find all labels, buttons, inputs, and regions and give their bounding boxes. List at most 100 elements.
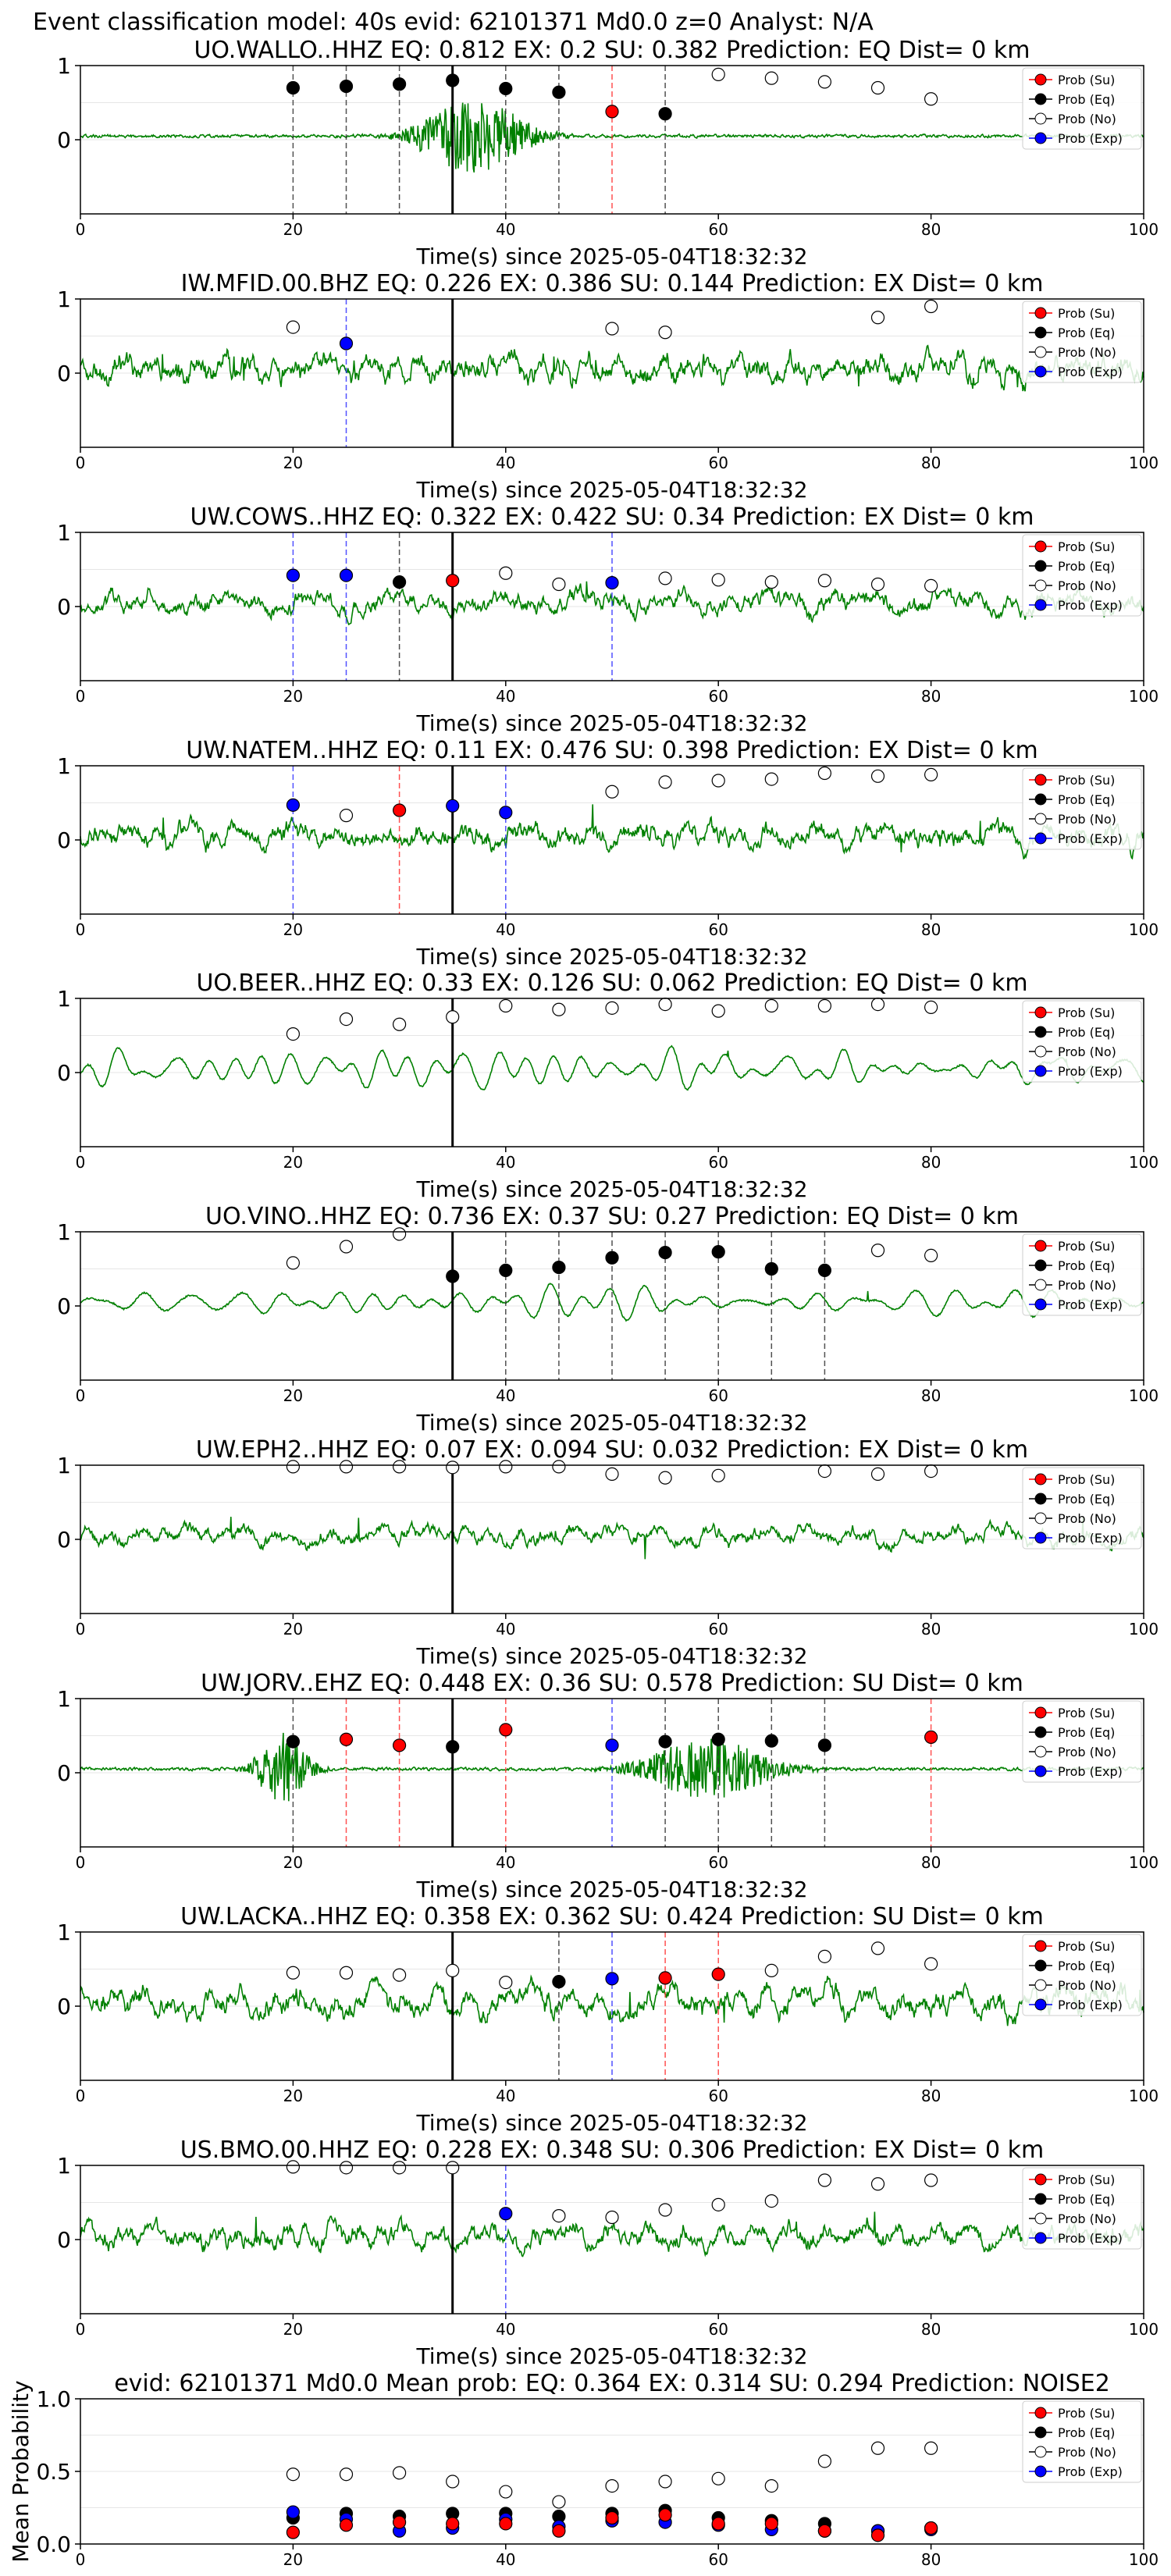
legend-label: Prob (Exp) (1058, 1297, 1123, 1312)
legend-marker (1034, 1279, 1047, 1291)
prob-marker-eq (446, 1740, 460, 1754)
panel-5: UO.VINO..HHZ EQ: 0.736 EX: 0.37 SU: 0.27… (57, 1203, 1159, 1436)
legend-label: Prob (No) (1058, 1278, 1116, 1293)
prob-marker-no (764, 575, 778, 589)
legend-marker (1034, 832, 1047, 845)
prob-marker-su (339, 1732, 354, 1746)
y-tick-label: 1 (57, 53, 71, 79)
legend-box (1022, 767, 1142, 850)
x-tick-label: 60 (708, 454, 728, 472)
x-tick-label: 20 (283, 687, 303, 706)
legend-label: Prob (Exp) (1058, 1764, 1123, 1779)
prob-marker-no (286, 320, 300, 334)
prob-marker-no (658, 326, 672, 340)
mean-marker-no (658, 2475, 672, 2489)
prob-marker-no (605, 1001, 619, 1015)
legend-marker (1034, 2465, 1047, 2478)
x-axis-label: Time(s) since 2025-05-04T18:32:32 (415, 477, 807, 503)
legend-box (1022, 2167, 1142, 2250)
legend-marker (1034, 1026, 1047, 1038)
legend-label: Prob (No) (1058, 578, 1116, 593)
prob-marker-no (446, 1010, 460, 1024)
prob-marker-no (924, 578, 938, 593)
prob-marker-no (870, 2177, 885, 2191)
panel-title: UW.JORV..EHZ EQ: 0.448 EX: 0.36 SU: 0.57… (201, 1670, 1023, 1697)
legend-label: Prob (Eq) (1058, 1959, 1115, 1973)
legend-label: Prob (Exp) (1058, 1064, 1123, 1079)
panel-0: UO.WALLO..HHZ EQ: 0.812 EX: 0.2 SU: 0.38… (57, 37, 1159, 269)
panel-10: evid: 62101371 Md0.0 Mean prob: EQ: 0.36… (8, 2370, 1159, 2569)
waveform-trace (80, 1044, 1144, 1091)
prob-marker-no (499, 1460, 513, 1474)
prob-marker-no (870, 1467, 885, 1482)
legend-marker (1034, 599, 1047, 611)
legend-label: Prob (Eq) (1058, 559, 1115, 574)
legend-marker (1034, 1045, 1047, 1058)
y-tick-label: 1 (57, 1219, 71, 1245)
legend-box (1022, 534, 1142, 617)
prob-marker-no (764, 998, 778, 1013)
legend-marker (1034, 1726, 1047, 1738)
prob-marker-no (764, 772, 778, 786)
prob-marker-no (446, 1461, 460, 1475)
legend-marker (1034, 1979, 1047, 1991)
legend-label: Prob (Su) (1058, 1472, 1115, 1487)
x-tick-label: 100 (1129, 1620, 1159, 1638)
prob-marker-exp (605, 575, 619, 590)
x-tick-label: 100 (1129, 687, 1159, 706)
y-tick-label: 0 (57, 594, 71, 620)
x-tick-label: 80 (921, 220, 941, 239)
legend-marker (1034, 2212, 1047, 2225)
prob-marker-su (499, 1723, 513, 1737)
prob-marker-no (658, 997, 672, 1012)
legend-marker (1034, 307, 1047, 319)
prob-marker-eq (658, 1735, 672, 1749)
legend-marker (1034, 1532, 1047, 1544)
mean-marker-su (924, 2521, 938, 2535)
prob-marker-no (870, 1941, 885, 1955)
legend-label: Prob (Eq) (1058, 1725, 1115, 1740)
prob-marker-no (711, 1468, 725, 1482)
legend-marker (1034, 2446, 1047, 2458)
legend-marker (1034, 1473, 1047, 1485)
legend-marker (1034, 2232, 1047, 2244)
prob-marker-no (870, 311, 885, 325)
legend-label: Prob (Su) (1058, 773, 1115, 788)
legend-marker (1034, 1512, 1047, 1525)
x-tick-label: 60 (708, 2550, 728, 2569)
mean-marker-su (552, 2524, 566, 2538)
y-tick-label: 1 (57, 753, 71, 779)
prob-marker-no (552, 1002, 566, 1016)
legend-marker (1034, 774, 1047, 786)
mean-marker-no (446, 2475, 460, 2489)
x-tick-label: 20 (283, 2320, 303, 2339)
legend-label: Prob (No) (1058, 112, 1116, 126)
x-tick-label: 0 (76, 920, 86, 939)
prob-marker-no (552, 1460, 566, 1474)
y-tick-label: 0 (57, 827, 71, 853)
mean-marker-no (711, 2471, 725, 2485)
panel-3: UW.NATEM..HHZ EQ: 0.11 EX: 0.476 SU: 0.3… (57, 737, 1159, 970)
legend-label: Prob (Su) (1058, 1706, 1115, 1720)
legend-label: Prob (Su) (1058, 1005, 1115, 1020)
legend-label: Prob (Exp) (1058, 598, 1123, 613)
x-axis-label: Time(s) since 2025-05-04T18:32:32 (415, 1643, 807, 1669)
x-tick-label: 80 (921, 2320, 941, 2339)
x-tick-label: 80 (921, 1386, 941, 1405)
legend-label: Prob (No) (1058, 2445, 1116, 2460)
y-tick-label: 0 (57, 1060, 71, 1086)
panel-6: UW.EPH2..HHZ EQ: 0.07 EX: 0.094 SU: 0.03… (57, 1436, 1159, 1669)
prob-marker-no (870, 577, 885, 592)
prob-marker-eq (552, 1260, 566, 1275)
prob-marker-exp (286, 568, 300, 582)
legend-marker (1034, 793, 1047, 806)
legend-marker (1034, 365, 1047, 378)
mean-marker-exp (286, 2505, 300, 2519)
prob-marker-exp (499, 2207, 513, 2221)
x-axis-label: Time(s) since 2025-05-04T18:32:32 (415, 1410, 807, 1436)
x-tick-label: 20 (283, 1153, 303, 1172)
x-tick-label: 0 (76, 1386, 86, 1405)
mean-marker-su (711, 2517, 725, 2531)
legend-4: Prob (Su) Prob (Eq) Prob (No) Prob (Exp) (1022, 1000, 1142, 1083)
